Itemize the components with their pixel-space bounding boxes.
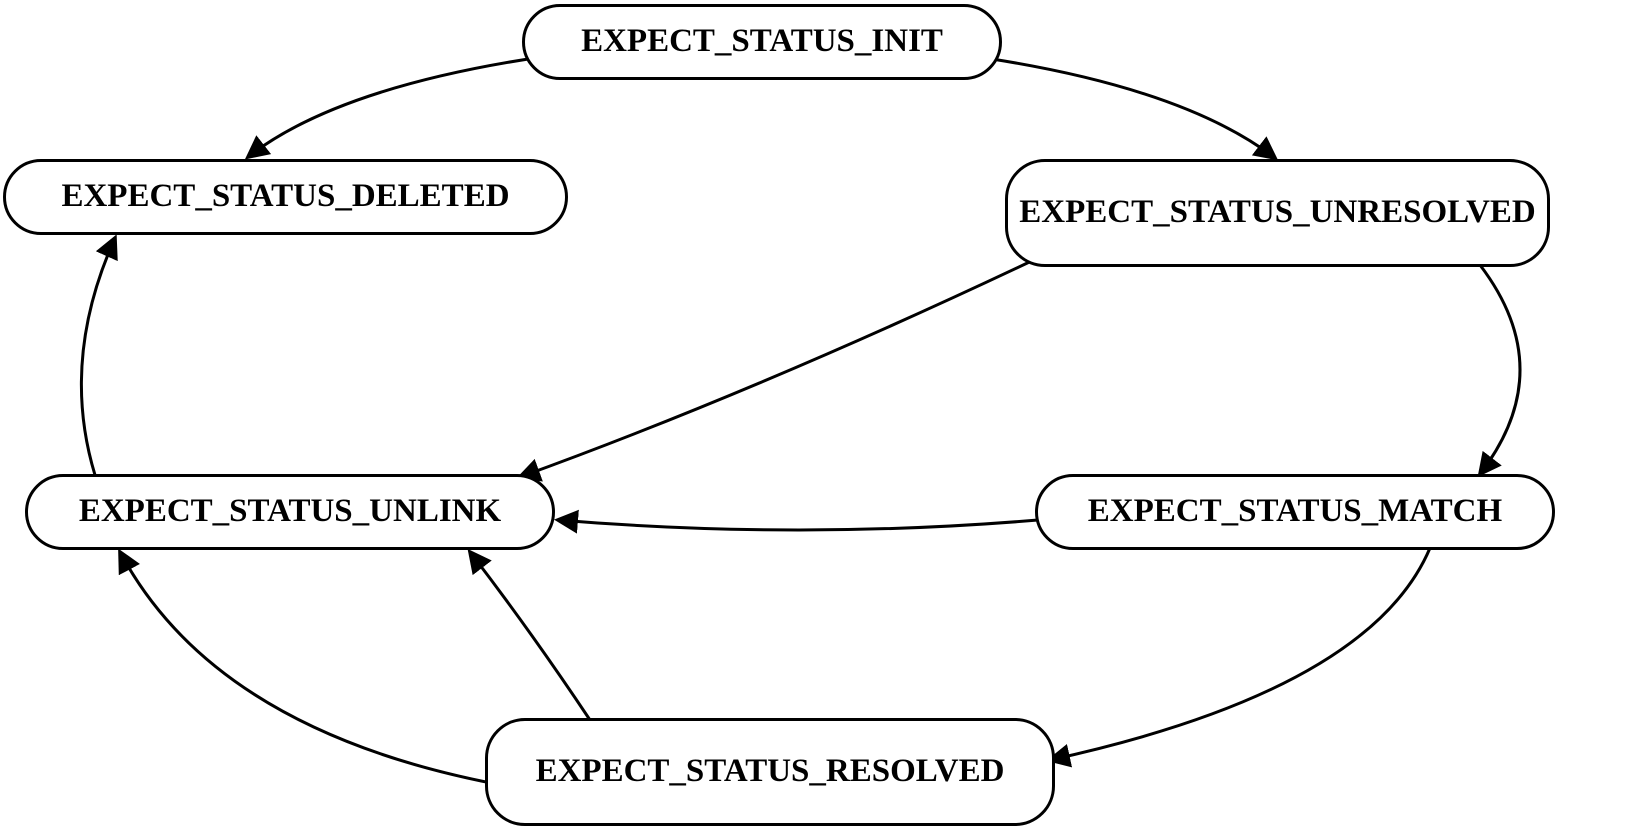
- edge-match-unlink: [558, 520, 1038, 530]
- edge-match-resolved: [1050, 548, 1430, 760]
- node-unlink-label: EXPECT_STATUS_UNLINK: [79, 493, 501, 531]
- node-deleted: EXPECT_STATUS_DELETED: [3, 159, 568, 235]
- node-match-label: EXPECT_STATUS_MATCH: [1088, 493, 1502, 531]
- node-resolved: EXPECT_STATUS_RESOLVED: [485, 718, 1055, 826]
- node-init: EXPECT_STATUS_INIT: [522, 4, 1002, 80]
- edge-resolved-unlink-2: [470, 552, 590, 720]
- edge-init-unresolved: [965, 55, 1275, 158]
- edge-unresolved-unlink: [520, 257, 1040, 477]
- node-deleted-label: EXPECT_STATUS_DELETED: [61, 178, 509, 216]
- edge-resolved-unlink-1: [120, 552, 530, 790]
- node-match: EXPECT_STATUS_MATCH: [1035, 474, 1555, 550]
- node-resolved-label: EXPECT_STATUS_RESOLVED: [536, 753, 1005, 791]
- node-init-label: EXPECT_STATUS_INIT: [581, 23, 943, 61]
- edge-init-deleted: [248, 55, 555, 157]
- node-unresolved-label: EXPECT_STATUS_UNRESOLVED: [1019, 194, 1536, 232]
- edges-layer: [0, 0, 1639, 832]
- node-unresolved: EXPECT_STATUS_UNRESOLVED: [1005, 159, 1550, 267]
- edge-unlink-deleted: [81, 238, 115, 475]
- node-unlink: EXPECT_STATUS_UNLINK: [25, 474, 555, 550]
- edge-unresolved-match: [1480, 265, 1520, 474]
